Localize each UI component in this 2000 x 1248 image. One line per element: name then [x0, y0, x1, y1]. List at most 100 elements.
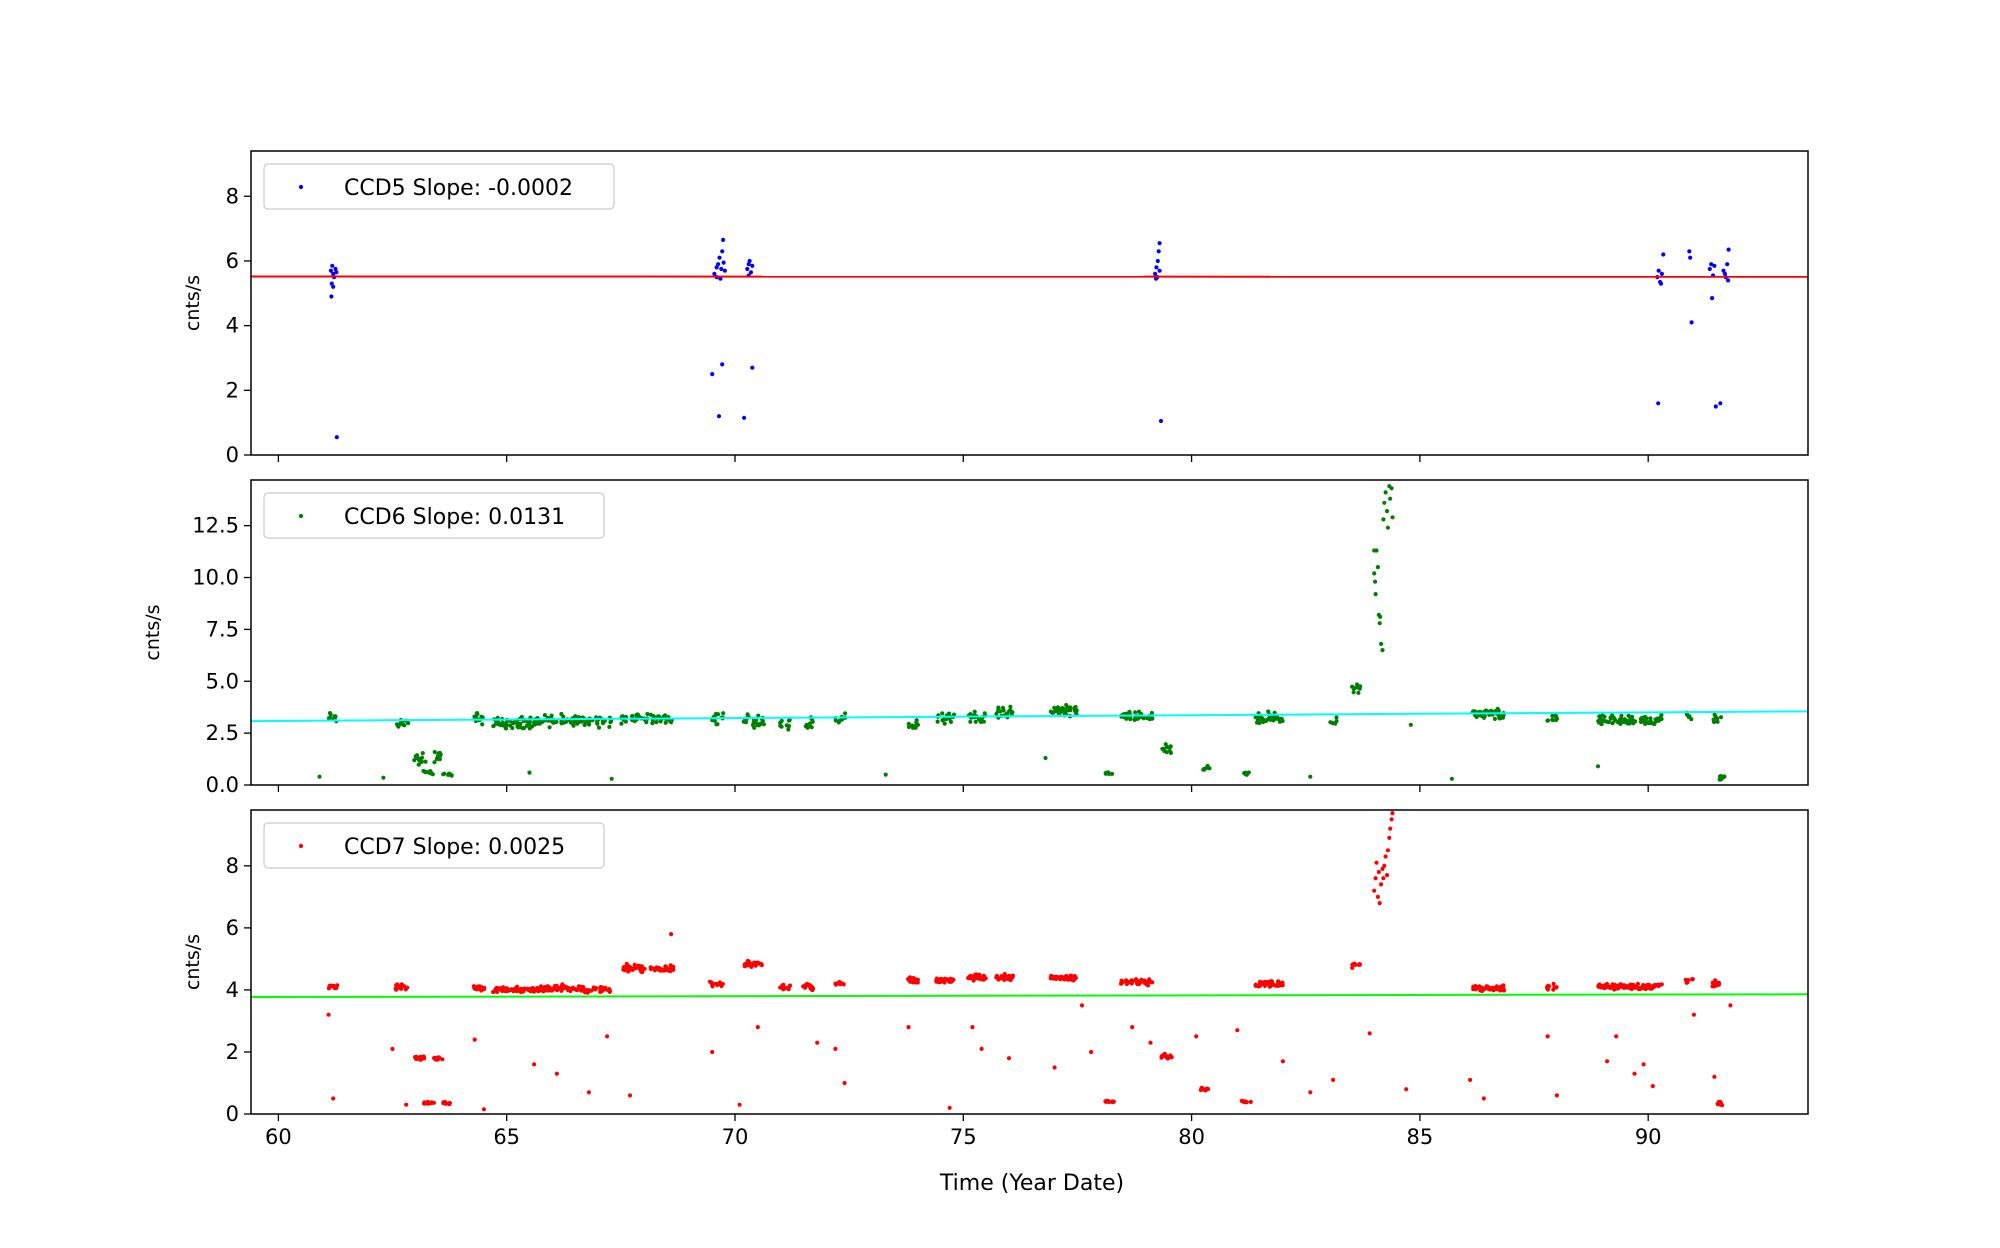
data-point [1545, 985, 1550, 990]
data-point [966, 975, 971, 981]
data-point [996, 705, 1001, 710]
data-point [422, 1100, 427, 1105]
data-point [582, 722, 587, 728]
data-point [663, 966, 668, 971]
data-point [671, 967, 676, 972]
data-point [1103, 771, 1108, 776]
y-tick-label: 6 [226, 249, 239, 273]
data-point [720, 249, 725, 254]
data-point [627, 1093, 633, 1098]
data-point [914, 722, 920, 728]
x-tick-label: 90 [1635, 1125, 1662, 1149]
data-point [1553, 717, 1559, 723]
data-point [883, 772, 888, 777]
data-point [509, 987, 514, 992]
data-point [1388, 826, 1393, 831]
data-point [1061, 708, 1066, 714]
data-point [642, 966, 647, 971]
data-point [1550, 717, 1555, 722]
data-point [1145, 716, 1150, 721]
data-point [758, 721, 763, 726]
panels: 0 2 4 6 8 cnts/s CCD5 Slope: -0.0002 0.0 2.5 5.0 7… [142, 150, 1809, 1149]
y-tick-label: 0.0 [206, 773, 239, 797]
data-point [1616, 986, 1621, 991]
data-point [436, 1055, 441, 1060]
x-tick-label: 75 [950, 1125, 977, 1149]
data-point [582, 987, 587, 993]
data-point [1107, 1099, 1112, 1105]
data-point [1164, 750, 1169, 755]
legend: CCD7 Slope: 0.0025 [263, 822, 605, 869]
data-point [1265, 717, 1271, 722]
data-point [755, 1025, 760, 1030]
data-point [942, 721, 947, 726]
data-point [333, 266, 338, 272]
data-point [532, 1062, 537, 1067]
data-point [995, 709, 1001, 714]
data-point [420, 751, 425, 756]
data-point [973, 719, 978, 724]
data-point [1202, 766, 1207, 772]
data-point [978, 976, 984, 982]
x-tick-label: 65 [493, 1125, 520, 1149]
legend: CCD5 Slope: -0.0002 [263, 163, 615, 210]
data-point [1404, 1087, 1409, 1092]
data-point [1600, 984, 1606, 989]
data-point [781, 982, 786, 987]
data-point [586, 989, 592, 994]
data-point [1715, 1102, 1721, 1107]
data-point [1688, 255, 1693, 260]
data-point [515, 984, 520, 989]
data-point [745, 266, 750, 272]
data-point [1111, 1099, 1116, 1104]
data-point [527, 770, 532, 775]
data-point [328, 712, 333, 718]
data-point [1008, 704, 1013, 709]
data-point [721, 237, 726, 242]
data-point [1494, 987, 1500, 992]
data-point [1118, 981, 1124, 986]
data-point [1128, 717, 1133, 722]
data-point [1626, 713, 1631, 718]
data-point [419, 760, 424, 765]
data-point [531, 720, 537, 725]
data-point [982, 711, 987, 716]
data-point [1482, 986, 1487, 992]
data-point [1659, 271, 1664, 276]
data-point [1350, 962, 1355, 967]
data-point [1169, 1055, 1174, 1060]
data-point [1153, 271, 1158, 276]
data-point [1609, 716, 1614, 721]
data-point [786, 727, 791, 732]
data-point [514, 989, 519, 994]
data-point [1690, 977, 1695, 982]
data-point [1150, 716, 1155, 721]
data-point [1383, 490, 1388, 495]
data-point [755, 961, 760, 966]
y-tick-label: 2 [226, 378, 239, 402]
data-point [1550, 713, 1555, 719]
data-point [745, 958, 750, 963]
data-point [331, 271, 336, 276]
legend-marker [298, 184, 304, 190]
data-point [1156, 249, 1161, 254]
data-point [1714, 716, 1719, 722]
data-point [1379, 882, 1384, 887]
data-point [1235, 1028, 1240, 1033]
data-point [317, 774, 322, 779]
data-point [472, 714, 477, 719]
data-point [1630, 717, 1635, 722]
data-point [1389, 486, 1394, 491]
data-point [494, 719, 499, 724]
data-point [1157, 268, 1162, 273]
data-point [1356, 690, 1361, 696]
data-point [906, 724, 912, 730]
data-point [1243, 771, 1248, 776]
data-point [908, 979, 913, 984]
data-point [1390, 811, 1395, 816]
data-point [607, 724, 612, 730]
data-point [1709, 262, 1714, 267]
data-point [1374, 860, 1379, 865]
data-point [1482, 709, 1488, 714]
data-point [587, 722, 592, 727]
